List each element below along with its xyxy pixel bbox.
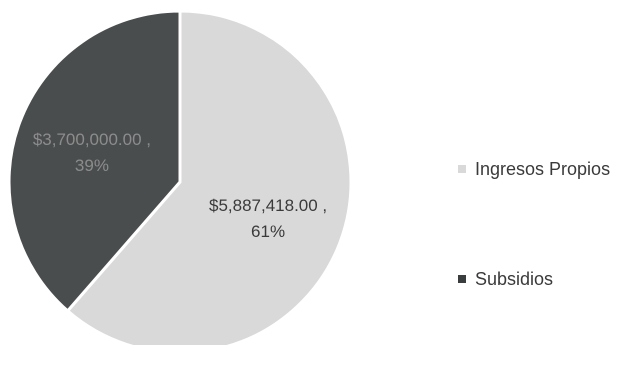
data-label-percent-0: 61% bbox=[251, 222, 285, 241]
legend-swatch-ingresos-propios bbox=[458, 165, 466, 173]
legend: Ingresos Propios Subsidios bbox=[458, 158, 610, 378]
data-label-value-1: $3,700,000.00 , bbox=[33, 130, 151, 149]
pie-slices bbox=[7, 9, 353, 345]
legend-swatch-subsidios bbox=[458, 275, 466, 283]
legend-label-subsidios: Subsidios bbox=[475, 268, 554, 289]
data-label-value-0: $5,887,418.00 , bbox=[209, 196, 327, 215]
pie-data-labels: $5,887,418.00 , 61% $3,700,000.00 , 39% bbox=[33, 130, 327, 241]
pie-slice-ingresos-propios bbox=[65, 9, 353, 345]
legend-label-ingresos-propios: Ingresos Propios bbox=[475, 158, 611, 179]
legend-item-subsidios: Subsidios bbox=[458, 268, 610, 290]
pie-chart-canvas: $5,887,418.00 , 61% $3,700,000.00 , 39% bbox=[7, 9, 353, 345]
pie-chart: $5,887,418.00 , 61% $3,700,000.00 , 39% Ing… bbox=[7, 9, 610, 345]
data-label-percent-1: 39% bbox=[75, 156, 109, 175]
legend-item-ingresos-propios: Ingresos Propios bbox=[458, 158, 610, 180]
pie-slice-subsidios bbox=[7, 9, 182, 314]
